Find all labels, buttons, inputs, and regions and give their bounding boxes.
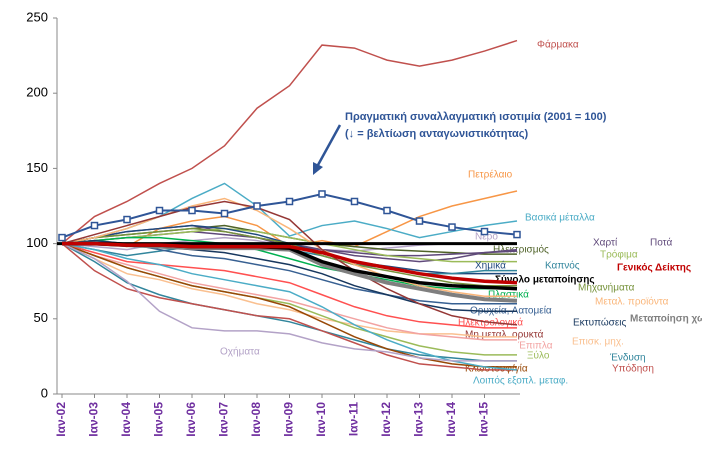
marker — [90, 221, 99, 230]
annotation: Πραγματική συναλλαγματική ισοτιμία (2001… — [345, 111, 607, 123]
series-label: Σύνολο μεταποίησης — [495, 275, 595, 286]
y-tick-label: 50 — [34, 310, 48, 325]
series-label: Καπνός — [545, 260, 580, 272]
series-label: Μεταποίηση χωρίς πετρ. — [630, 314, 702, 325]
series-line — [61, 242, 517, 329]
series-label: Χαρτί — [593, 237, 618, 249]
x-tick-label: Ιαν-11 — [347, 402, 361, 436]
marker — [285, 197, 294, 206]
series-label: Ένδυση — [609, 353, 646, 364]
series-label: Μη μεταλ. ορυκτά — [465, 329, 544, 341]
series-line — [62, 241, 518, 285]
x-tick-label: Ιαν-13 — [412, 402, 426, 437]
x-tick-label: Ιαν-04 — [119, 402, 133, 437]
y-tick-label: 150 — [26, 160, 48, 175]
marker — [188, 206, 196, 215]
series-label: Ξύλο — [527, 350, 550, 362]
marker — [253, 202, 261, 210]
series-label: Οχήματα — [220, 346, 260, 358]
series-label: Χημικά — [475, 260, 506, 272]
marker — [383, 206, 391, 215]
series-label: Βασικά μέταλλα — [525, 212, 595, 224]
series-label: Υπόδηση — [612, 363, 654, 375]
marker — [220, 209, 229, 218]
marker — [415, 217, 424, 225]
x-tick-label: Ιαν-08 — [249, 402, 263, 437]
annotation: (↓ = βελτίωση ανταγωνιστικότητας) — [345, 128, 529, 140]
y-tick-label: 250 — [26, 9, 48, 24]
series-line — [61, 242, 517, 338]
marker — [448, 223, 456, 231]
series-line — [61, 242, 517, 356]
marker — [58, 233, 66, 242]
marker — [318, 190, 326, 198]
y-tick-label: 100 — [26, 235, 48, 250]
marker — [123, 215, 131, 224]
arrow-head — [313, 162, 323, 175]
y-tick-label: 200 — [26, 85, 48, 100]
x-tick-label: Ιαν-06 — [184, 402, 198, 437]
series-label: Μεταλ. προϊόντα — [595, 296, 669, 308]
x-tick-label: Ιαν-07 — [217, 402, 231, 437]
series-label: Τρόφιμα — [600, 249, 638, 261]
x-tick-label: Ιαν-05 — [152, 402, 166, 437]
series-label: Γενικός Δείκτης — [617, 263, 691, 274]
x-tick-label: Ιαν-02 — [54, 402, 68, 437]
x-tick-label: Ιαν-09 — [282, 402, 296, 437]
marker — [350, 197, 359, 206]
series-line — [61, 200, 518, 326]
series-label: Ηλεκτρισμός — [493, 244, 549, 256]
series-label: Μηχανήματα — [578, 282, 635, 294]
y-tick-label: 0 — [41, 385, 48, 400]
series-line — [61, 242, 517, 341]
marker — [513, 230, 521, 239]
series-label: Πλαστικά — [488, 289, 529, 301]
series-label: Ποτά — [650, 237, 672, 249]
x-tick-label: Ιαν-15 — [477, 402, 491, 437]
x-tick-label: Ιαν-12 — [379, 402, 393, 437]
marker — [480, 227, 489, 236]
series-line — [61, 197, 517, 297]
series-label: Επισκ. μηχ. — [572, 337, 624, 348]
annotation-arrow — [316, 124, 342, 166]
x-tick-label: Ιαν-03 — [87, 402, 101, 437]
series-line — [61, 227, 517, 263]
series-line — [61, 242, 517, 362]
series-label: Πετρέλαιο — [468, 169, 513, 181]
series-line — [61, 242, 517, 362]
series-label: Φάρμακα — [537, 39, 579, 51]
series-line — [61, 242, 518, 371]
x-tick-label: Ιαν-10 — [314, 402, 328, 437]
x-tick-label: Ιαν-14 — [444, 402, 458, 437]
series-line — [61, 236, 517, 290]
marker — [155, 206, 164, 215]
series-label: Λοιπός εξοπλ. μεταφ. — [473, 375, 568, 387]
series-label: Έπιπλα — [517, 341, 553, 352]
series-label: Εκτυπώσεις — [573, 317, 627, 329]
series-line — [61, 242, 517, 368]
series-line — [61, 39, 518, 245]
